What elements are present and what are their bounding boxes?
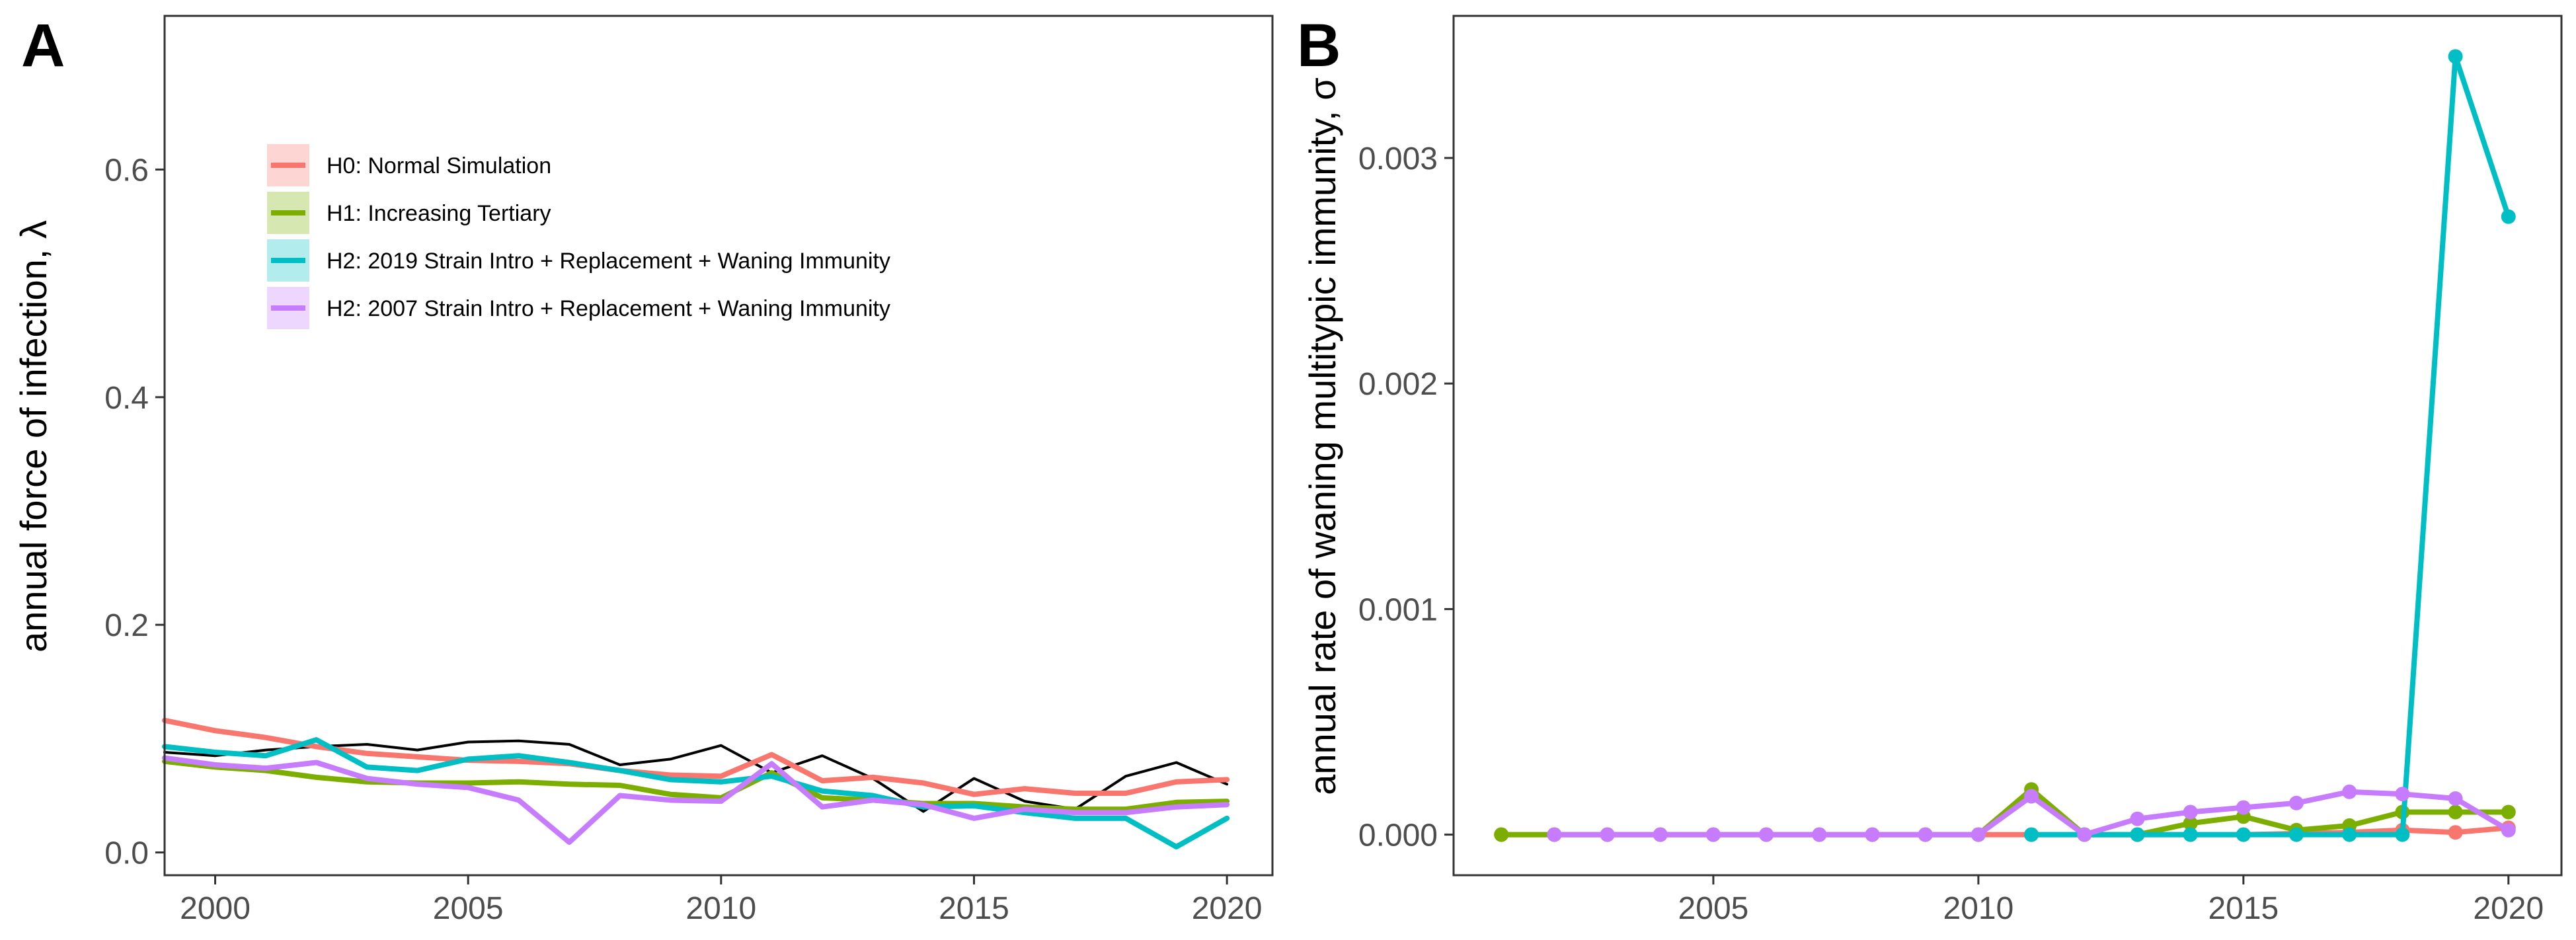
panel-b-x-tick-label-2020: 2020 <box>2473 891 2544 926</box>
panel-a-line-h1-increasing-tertiary <box>162 758 1230 812</box>
panel-b-ticks: 2005 2010 2015 2020 0.000 0.001 0.002 0.003 <box>1358 141 2544 926</box>
panel-a-line-observed <box>163 739 1229 813</box>
panel-b-point-h2-2019-strain-intro-replacement-waning-immunity-2014 <box>2183 827 2198 842</box>
panel-b-point-h2-2007-strain-intro-replacement-waning-immunity-2007 <box>1812 827 1827 842</box>
panel-a-x-tick-label-2015: 2015 <box>939 891 1009 926</box>
panel-a-letter: A <box>21 12 65 79</box>
panel-b: B annual rate of waning multitypic immun… <box>1297 12 2563 926</box>
panel-b-x-tick-label-2010: 2010 <box>1943 891 2014 926</box>
panel-b-point-h2-2019-strain-intro-replacement-waning-immunity-2020 <box>2501 209 2516 224</box>
panel-a-y-tick-label-2: 0.4 <box>104 381 149 416</box>
legend-entry-h1: H1: Increasing Tertiary <box>267 192 551 234</box>
panel-a-line-h0-normal-simulation <box>162 717 1230 797</box>
legend-entry-h0: H0: Normal Simulation <box>267 144 551 186</box>
panel-b-point-h2-2007-strain-intro-replacement-waning-immunity-2013 <box>2130 811 2145 826</box>
panel-b-point-h2-2007-strain-intro-replacement-waning-immunity-2015 <box>2236 800 2251 815</box>
panel-a-x-tick-label-2000: 2000 <box>180 891 251 926</box>
legend-label-h2-2007: H2: 2007 Strain Intro + Replacement + Wa… <box>327 296 890 321</box>
panel-a-x-tick-label-2005: 2005 <box>433 891 504 926</box>
panel-b-point-h1-increasing-tertiary-2019 <box>2448 804 2463 820</box>
panel-b-point-h2-2019-strain-intro-replacement-waning-immunity-2013 <box>2130 827 2145 842</box>
panel-b-point-h2-2007-strain-intro-replacement-waning-immunity-2002 <box>1547 827 1562 842</box>
panel-b-point-h2-2007-strain-intro-replacement-waning-immunity-2011 <box>2024 789 2039 804</box>
panel-a-y-axis-title: annual force of infection, λ <box>13 220 54 652</box>
panel-b-point-h2-2007-strain-intro-replacement-waning-immunity-2020 <box>2501 822 2516 838</box>
panel-b-point-h2-2019-strain-intro-replacement-waning-immunity-2017 <box>2342 827 2357 842</box>
panel-b-point-h2-2019-strain-intro-replacement-waning-immunity-2016 <box>2289 827 2304 842</box>
panel-b-point-h2-2007-strain-intro-replacement-waning-immunity-2018 <box>2395 787 2410 802</box>
panel-a: A annual force of infection, λ 2000 2005 2… <box>13 12 1274 926</box>
panel-b-series <box>1494 49 2516 842</box>
panel-b-plot-frame <box>1452 15 2563 877</box>
legend-label-h0: H0: Normal Simulation <box>327 153 551 178</box>
panel-b-point-h2-2019-strain-intro-replacement-waning-immunity-2019 <box>2448 49 2463 64</box>
panel-b-y-tick-label-1: 0.001 <box>1358 592 1438 627</box>
panel-b-point-h2-2019-strain-intro-replacement-waning-immunity-2011 <box>2024 827 2039 842</box>
panel-b-point-h2-2007-strain-intro-replacement-waning-immunity-2014 <box>2183 804 2198 820</box>
panel-a-y-tick-label-0: 0.0 <box>104 836 149 871</box>
panel-b-y-tick-label-3: 0.003 <box>1358 141 1438 176</box>
panel-b-point-h2-2007-strain-intro-replacement-waning-immunity-2010 <box>1971 827 1986 842</box>
panel-b-y-tick-label-0: 0.000 <box>1358 818 1438 853</box>
panel-b-point-h2-2007-strain-intro-replacement-waning-immunity-2012 <box>2077 827 2092 842</box>
panel-a-legend: H0: Normal Simulation H1: Increasing Ter… <box>267 144 890 329</box>
panel-b-point-h1-increasing-tertiary-2020 <box>2501 804 2516 820</box>
legend-entry-h2-2007: H2: 2007 Strain Intro + Replacement + Wa… <box>267 287 890 329</box>
panel-b-point-h2-2007-strain-intro-replacement-waning-immunity-2005 <box>1705 827 1721 842</box>
panel-a-y-tick-label-1: 0.2 <box>104 608 149 643</box>
panel-a-line-h2-2019-strain-intro-replacement-waning-immunity <box>162 737 1230 849</box>
panel-b-point-h2-2007-strain-intro-replacement-waning-immunity-2008 <box>1865 827 1880 842</box>
panel-b-point-h2-2019-strain-intro-replacement-waning-immunity-2015 <box>2236 827 2251 842</box>
panel-b-line-h2-2019-strain-intro-replacement-waning-immunity <box>2029 54 2511 838</box>
legend-entry-h2-2019: H2: 2019 Strain Intro + Replacement + Wa… <box>267 239 890 282</box>
panel-a-x-tick-label-2010: 2010 <box>685 891 756 926</box>
panel-b-point-h2-2007-strain-intro-replacement-waning-immunity-2004 <box>1653 827 1668 842</box>
panel-a-series <box>162 717 1230 849</box>
panel-b-point-h0-normal-simulation-2019 <box>2448 825 2463 840</box>
panel-a-plot-frame <box>163 15 1274 877</box>
panel-b-point-h2-2007-strain-intro-replacement-waning-immunity-2006 <box>1759 827 1774 842</box>
panel-a-x-tick-label-2020: 2020 <box>1192 891 1263 926</box>
panel-b-point-h2-2007-strain-intro-replacement-waning-immunity-2019 <box>2448 791 2463 806</box>
panel-b-point-h1-increasing-tertiary-2014 <box>2183 816 2198 831</box>
panel-b-point-h2-2007-strain-intro-replacement-waning-immunity-2009 <box>1918 827 1933 842</box>
panel-a-line-h2-2007-strain-intro-replacement-waning-immunity <box>162 755 1230 845</box>
panel-b-y-tick-label-2: 0.002 <box>1358 367 1438 402</box>
panel-b-point-h1-increasing-tertiary-2001 <box>1494 827 1509 842</box>
panel-b-point-h2-2007-strain-intro-replacement-waning-immunity-2016 <box>2289 795 2304 810</box>
panel-b-y-axis-title: annual rate of waning multitypic immunit… <box>1302 77 1343 795</box>
legend-label-h2-2019: H2: 2019 Strain Intro + Replacement + Wa… <box>327 249 890 274</box>
panel-b-point-h2-2019-strain-intro-replacement-waning-immunity-2018 <box>2395 827 2410 842</box>
panel-a-ticks: 2000 2005 2010 2015 2020 0.0 0.2 0.4 0.6 <box>104 153 1262 926</box>
panel-b-x-tick-label-2005: 2005 <box>1678 891 1749 926</box>
panel-b-letter: B <box>1297 12 1341 79</box>
legend-label-h1: H1: Increasing Tertiary <box>327 201 551 226</box>
panel-a-y-tick-label-3: 0.6 <box>104 153 149 188</box>
panel-b-point-h2-2007-strain-intro-replacement-waning-immunity-2003 <box>1600 827 1615 842</box>
panel-b-x-tick-label-2015: 2015 <box>2208 891 2279 926</box>
panel-b-point-h2-2007-strain-intro-replacement-waning-immunity-2017 <box>2342 784 2357 799</box>
